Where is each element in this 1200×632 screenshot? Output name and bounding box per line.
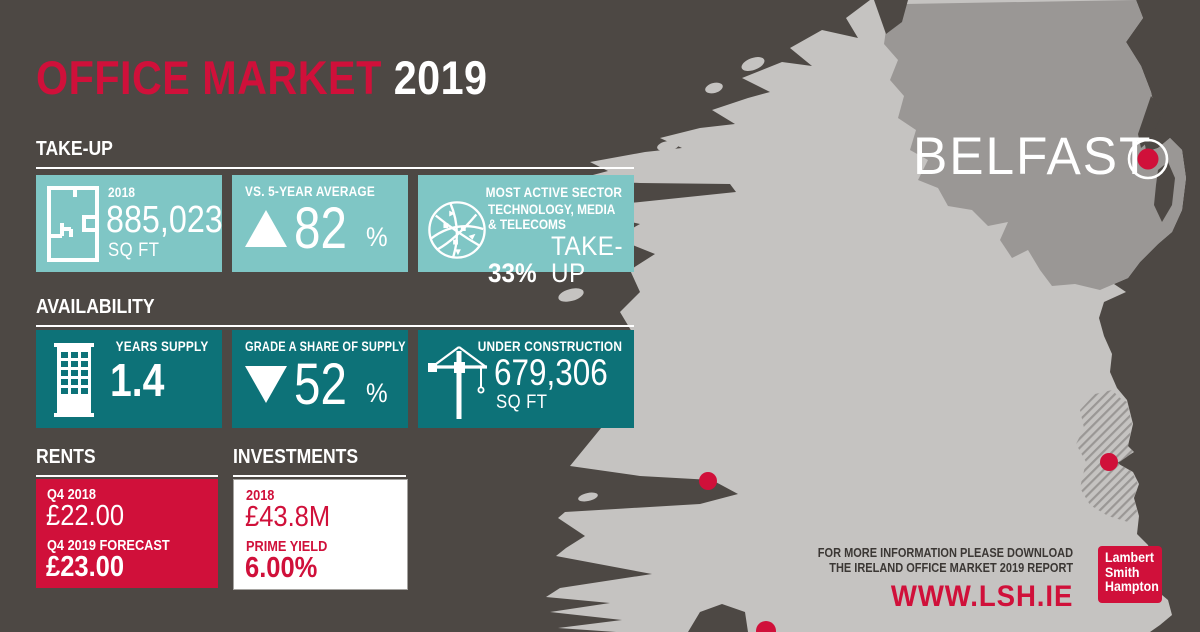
takeup-sector-line2: & TELECOMS	[488, 217, 566, 232]
availability-section-heading: AVAILABILITY	[36, 296, 634, 327]
belfast-city-dot	[1137, 148, 1159, 170]
island	[578, 492, 598, 502]
belfast-label-text: BELFAST	[913, 127, 1153, 186]
takeup-box1-unit: SQ FT	[108, 240, 160, 261]
takeup-box3-label: MOST ACTIVE SECTOR	[485, 185, 622, 200]
takeup-box2-label: VS. 5-YEAR AVERAGE	[245, 184, 375, 199]
takeup-vs-average-box: VS. 5-YEAR AVERAGE 82 %	[232, 175, 408, 272]
belfast-lough-inlet	[1138, 96, 1163, 148]
galway-city-dot	[699, 472, 717, 490]
investments-section-heading: INVESTMENTS	[233, 446, 406, 477]
network-globe-icon	[426, 199, 488, 266]
rents-q4-2018-value: £22.00	[46, 500, 125, 532]
floorplan-icon	[44, 184, 102, 269]
takeup-2018-box: 2018 885,023 SQ FT	[36, 175, 223, 272]
investments-box: 2018 £43.8M PRIME YIELD 6.00%	[233, 479, 408, 590]
map-city-label: BELFAST	[913, 126, 1160, 187]
availability-box3-unit: SQ FT	[496, 392, 548, 413]
availability-grade-a-box: GRADE A SHARE OF SUPPLY 52 %	[232, 330, 408, 428]
building-icon	[48, 341, 100, 424]
crane-icon	[426, 341, 492, 426]
investments-yield-label: PRIME YIELD	[246, 539, 328, 555]
availability-box1-value: 1.4	[110, 354, 165, 406]
takeup-box1-label: 2018	[108, 185, 136, 200]
island	[705, 82, 723, 94]
takeup-box3-suffix: TAKE-UP	[551, 231, 624, 288]
availability-box1-label: YEARS SUPPLY	[115, 339, 208, 354]
rents-heading-text: RENTS	[36, 446, 96, 468]
belfast-marker-ring	[1127, 138, 1169, 180]
availability-box3-value: 679,306	[494, 352, 608, 393]
website-link[interactable]: WWW.LSH.IE	[890, 580, 1073, 613]
page-title: OFFICE MARKET 2019	[36, 50, 549, 105]
rents-forecast-value: £23.00	[46, 551, 125, 583]
down-triangle-icon	[245, 366, 287, 404]
rents-section-heading: RENTS	[36, 446, 218, 477]
investments-yield-value: 6.00%	[245, 552, 318, 584]
northern-ireland-region	[884, 0, 1186, 290]
island	[741, 57, 765, 71]
availability-under-construction-box: UNDER CONSTRUCTION 679,306 SQ FT	[418, 330, 634, 428]
logo-line2: Smith	[1105, 564, 1140, 580]
title-year: 2019	[393, 51, 488, 104]
investments-heading-text: INVESTMENTS	[233, 446, 359, 468]
takeup-box2-unit: %	[365, 222, 388, 253]
takeup-box3-value: 33%	[488, 258, 537, 288]
availability-box2-label: GRADE A SHARE OF SUPPLY	[245, 339, 406, 354]
island	[558, 288, 584, 302]
dublin-city-dot	[1100, 453, 1118, 471]
logo-line3: Hampton	[1105, 579, 1159, 594]
takeup-section-heading: TAKE-UP	[36, 138, 634, 169]
footer-info-line2: THE IRELAND OFFICE MARKET 2019 REPORT	[829, 560, 1073, 575]
takeup-sector-box: MOST ACTIVE SECTOR TECHNOLOGY, MEDIA & T…	[418, 175, 634, 287]
availability-box2-value: 52	[294, 352, 347, 417]
availability-box3-label: UNDER CONSTRUCTION	[477, 339, 622, 354]
title-main: OFFICE MARKET	[36, 51, 382, 104]
takeup-box1-value: 885,023	[106, 199, 223, 241]
rents-q4-2018-label: Q4 2018	[47, 487, 96, 503]
rents-forecast-label: Q4 2019 FORECAST	[47, 538, 170, 554]
logo-line1: Lambert	[1105, 550, 1155, 565]
takeup-heading-text: TAKE-UP	[36, 138, 113, 160]
lambert-smith-hampton-logo: Lambert Smith Hampton	[1098, 546, 1162, 603]
availability-box2-unit: %	[365, 378, 388, 409]
cork-city-dot	[756, 621, 776, 632]
lough-foyle-inlet	[874, 0, 908, 34]
availability-years-supply-box: YEARS SUPPLY 1.4	[36, 330, 222, 428]
strangford-lough-inlet	[1154, 162, 1175, 222]
availability-heading-text: AVAILABILITY	[36, 296, 155, 318]
takeup-box2-value: 82	[294, 196, 347, 261]
up-triangle-icon	[245, 210, 287, 248]
takeup-sector-line1: TECHNOLOGY, MEDIA	[488, 202, 616, 217]
investments-2018-value: £43.8M	[245, 501, 331, 533]
rents-box: Q4 2018 £22.00 Q4 2019 FORECAST £23.00	[36, 479, 218, 588]
footer-info-line1: FOR MORE INFORMATION PLEASE DOWNLOAD	[817, 546, 1073, 560]
footer-info: FOR MORE INFORMATION PLEASE DOWNLOAD THE…	[783, 546, 1073, 614]
investments-2018-label: 2018	[246, 488, 275, 504]
island	[657, 140, 679, 152]
